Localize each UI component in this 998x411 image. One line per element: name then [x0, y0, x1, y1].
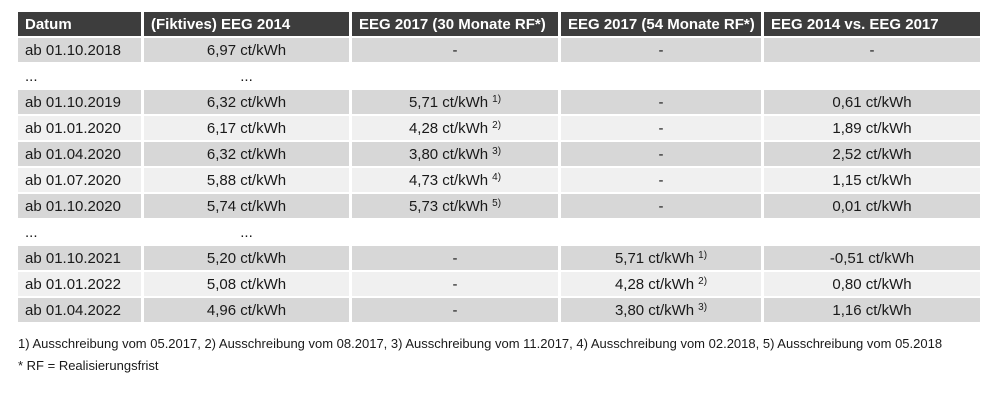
value-cell: 5,71 ct/kWh 1) — [352, 90, 561, 116]
table-row: ab 01.10.2021 5,20 ct/kWh -5,71 ct/kWh 1) -0… — [18, 246, 980, 272]
value-text: 4,28 ct/kWh — [614, 275, 695, 293]
footnote-marker: 3) — [492, 145, 502, 157]
table-row: ab 01.01.2022 5,08 ct/kWh -4,28 ct/kWh 2) 0,… — [18, 272, 980, 298]
footnote-marker: 5) — [492, 197, 502, 209]
date-cell: ab 01.10.2021 — [18, 246, 144, 272]
date-cell: ab 01.07.2020 — [18, 168, 144, 194]
value-cell: 6,97 ct/kWh — [144, 38, 352, 64]
value-cell: - — [561, 142, 764, 168]
value-cell — [764, 64, 980, 90]
value-cell: ... — [144, 64, 352, 90]
ellipsis-row: ...... — [18, 64, 980, 90]
table-row: ab 01.01.2020 6,17 ct/kWh 4,28 ct/kWh 2) -1,… — [18, 116, 980, 142]
value-cell: - — [764, 38, 980, 64]
date-cell: ab 01.04.2022 — [18, 298, 144, 324]
date-cell: ... — [18, 220, 144, 246]
value-cell: 5,08 ct/kWh — [144, 272, 352, 298]
table-body: ab 01.10.2018 6,97 ct/kWh - - -...... ab 01.1… — [18, 38, 980, 324]
eeg-price-table: Datum (Fiktives) EEG 2014 EEG 2017 (30 Mon… — [18, 12, 980, 324]
value-cell: - — [352, 298, 561, 324]
value-cell: 0,01 ct/kWh — [764, 194, 980, 220]
value-cell: - — [352, 38, 561, 64]
value-cell — [764, 220, 980, 246]
value-cell: 4,73 ct/kWh 4) — [352, 168, 561, 194]
value-cell: 5,73 ct/kWh 5) — [352, 194, 561, 220]
value-text: 5,71 ct/kWh — [408, 93, 489, 111]
date-cell: ... — [18, 64, 144, 90]
value-cell: 6,32 ct/kWh — [144, 90, 352, 116]
footnote-marker: 3) — [698, 301, 708, 313]
value-cell: 5,88 ct/kWh — [144, 168, 352, 194]
value-cell: 1,16 ct/kWh — [764, 298, 980, 324]
footnote-marker: 2) — [698, 275, 708, 287]
value-text: 3,80 ct/kWh — [614, 301, 695, 319]
value-cell: 3,80 ct/kWh 3) — [352, 142, 561, 168]
footnotes: 1) Ausschreibung vom 05.2017, 2) Ausschr… — [18, 333, 998, 377]
table-row: ab 01.07.2020 5,88 ct/kWh 4,73 ct/kWh 4) -1,… — [18, 168, 980, 194]
value-text: 4,73 ct/kWh — [408, 171, 489, 189]
date-cell: ab 01.10.2018 — [18, 38, 144, 64]
footnote-marker: 2) — [492, 119, 502, 131]
date-cell: ab 01.10.2019 — [18, 90, 144, 116]
value-text: 3,80 ct/kWh — [408, 145, 489, 163]
column-header: EEG 2017 (54 Monate RF*) — [561, 12, 764, 38]
column-header: (Fiktives) EEG 2014 — [144, 12, 352, 38]
ellipsis-row: ...... — [18, 220, 980, 246]
value-cell: 0,80 ct/kWh — [764, 272, 980, 298]
footnote-rf-definition: * RF = Realisierungsfrist — [18, 358, 159, 373]
value-cell: - — [561, 194, 764, 220]
value-cell — [352, 220, 561, 246]
footnote-marker: 1) — [492, 93, 502, 105]
value-cell: - — [352, 246, 561, 272]
date-cell: ab 01.01.2020 — [18, 116, 144, 142]
value-cell: ... — [144, 220, 352, 246]
value-cell: 1,89 ct/kWh — [764, 116, 980, 142]
table-row: ab 01.10.2020 5,74 ct/kWh 5,73 ct/kWh 5) -0,… — [18, 194, 980, 220]
footnote-marker: 4) — [492, 171, 502, 183]
value-cell: - — [561, 116, 764, 142]
date-cell: ab 01.10.2020 — [18, 194, 144, 220]
value-cell — [561, 220, 764, 246]
value-cell: - — [561, 168, 764, 194]
value-cell: 4,28 ct/kWh 2) — [561, 272, 764, 298]
value-cell: 3,80 ct/kWh 3) — [561, 298, 764, 324]
value-text: 4,28 ct/kWh — [408, 119, 489, 137]
value-cell: 6,17 ct/kWh — [144, 116, 352, 142]
value-cell: 2,52 ct/kWh — [764, 142, 980, 168]
value-cell: - — [352, 272, 561, 298]
value-cell: 0,61 ct/kWh — [764, 90, 980, 116]
header-row: Datum (Fiktives) EEG 2014 EEG 2017 (30 Mon… — [18, 12, 980, 38]
column-header: Datum — [18, 12, 144, 38]
value-cell — [352, 64, 561, 90]
table-row: ab 01.10.2019 6,32 ct/kWh 5,71 ct/kWh 1) -0,… — [18, 90, 980, 116]
footnote-marker: 1) — [698, 249, 708, 261]
value-cell: - — [561, 38, 764, 64]
column-header: EEG 2017 (30 Monate RF*) — [352, 12, 561, 38]
value-cell: 4,96 ct/kWh — [144, 298, 352, 324]
value-cell: -0,51 ct/kWh — [764, 246, 980, 272]
table-row: ab 01.04.2020 6,32 ct/kWh 3,80 ct/kWh 3) -2,… — [18, 142, 980, 168]
value-cell: 5,74 ct/kWh — [144, 194, 352, 220]
value-text: 5,71 ct/kWh — [614, 249, 695, 267]
footnote-auctions: 1) Ausschreibung vom 05.2017, 2) Ausschr… — [18, 336, 943, 351]
value-cell: 5,71 ct/kWh 1) — [561, 246, 764, 272]
value-cell: 1,15 ct/kWh — [764, 168, 980, 194]
value-cell: 4,28 ct/kWh 2) — [352, 116, 561, 142]
value-cell: 6,32 ct/kWh — [144, 142, 352, 168]
value-cell — [561, 64, 764, 90]
value-text: 5,73 ct/kWh — [408, 197, 489, 215]
table-row: ab 01.04.2022 4,96 ct/kWh -3,80 ct/kWh 3) 1,… — [18, 298, 980, 324]
date-cell: ab 01.04.2020 — [18, 142, 144, 168]
value-cell: - — [561, 90, 764, 116]
value-cell: 5,20 ct/kWh — [144, 246, 352, 272]
column-header: EEG 2014 vs. EEG 2017 — [764, 12, 980, 38]
page: Datum (Fiktives) EEG 2014 EEG 2017 (30 Mon… — [18, 12, 998, 377]
table-row: ab 01.10.2018 6,97 ct/kWh - - - — [18, 38, 980, 64]
date-cell: ab 01.01.2022 — [18, 272, 144, 298]
